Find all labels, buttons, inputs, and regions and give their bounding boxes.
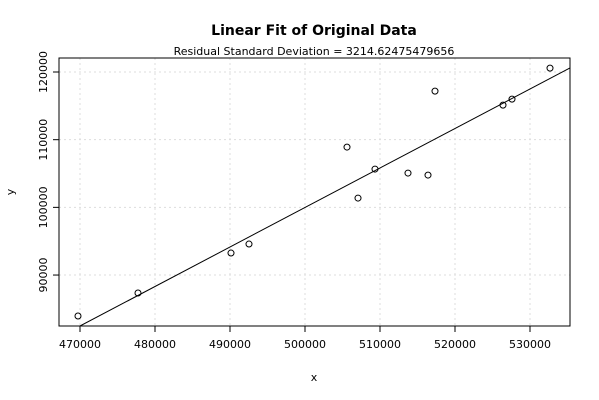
data-point xyxy=(227,249,235,257)
data-point xyxy=(424,171,432,179)
y-tick-label: 100000 xyxy=(37,186,50,228)
data-point xyxy=(508,95,516,103)
chart-title: Linear Fit of Original Data xyxy=(211,23,417,39)
x-tick-label: 520000 xyxy=(434,338,476,351)
x-tick-label: 510000 xyxy=(359,338,401,351)
data-point xyxy=(245,240,253,248)
data-point xyxy=(354,194,362,202)
x-tick-label: 500000 xyxy=(284,338,326,351)
y-axis-label: y xyxy=(4,188,17,195)
y-tick-label: 110000 xyxy=(37,119,50,161)
x-tick-label: 490000 xyxy=(209,338,251,351)
fit-line xyxy=(79,67,570,326)
data-point xyxy=(343,143,351,151)
y-tick-label: 90000 xyxy=(37,258,50,293)
y-tick-label: 120000 xyxy=(37,51,50,93)
x-tick-label: 480000 xyxy=(134,338,176,351)
x-axis-label: x xyxy=(311,371,318,384)
chart-subtitle: Residual Standard Deviation = 3214.62475… xyxy=(174,45,455,58)
data-point xyxy=(74,312,82,320)
data-point xyxy=(546,64,554,72)
data-point xyxy=(431,87,439,95)
plot-frame xyxy=(58,57,571,327)
data-point xyxy=(134,289,142,297)
plot-area: 470000 480000 490000 500000 510000 520000 5300… xyxy=(37,51,571,351)
data-point xyxy=(404,169,412,177)
x-tick-label: 530000 xyxy=(509,338,551,351)
x-tick-label: 470000 xyxy=(59,338,101,351)
